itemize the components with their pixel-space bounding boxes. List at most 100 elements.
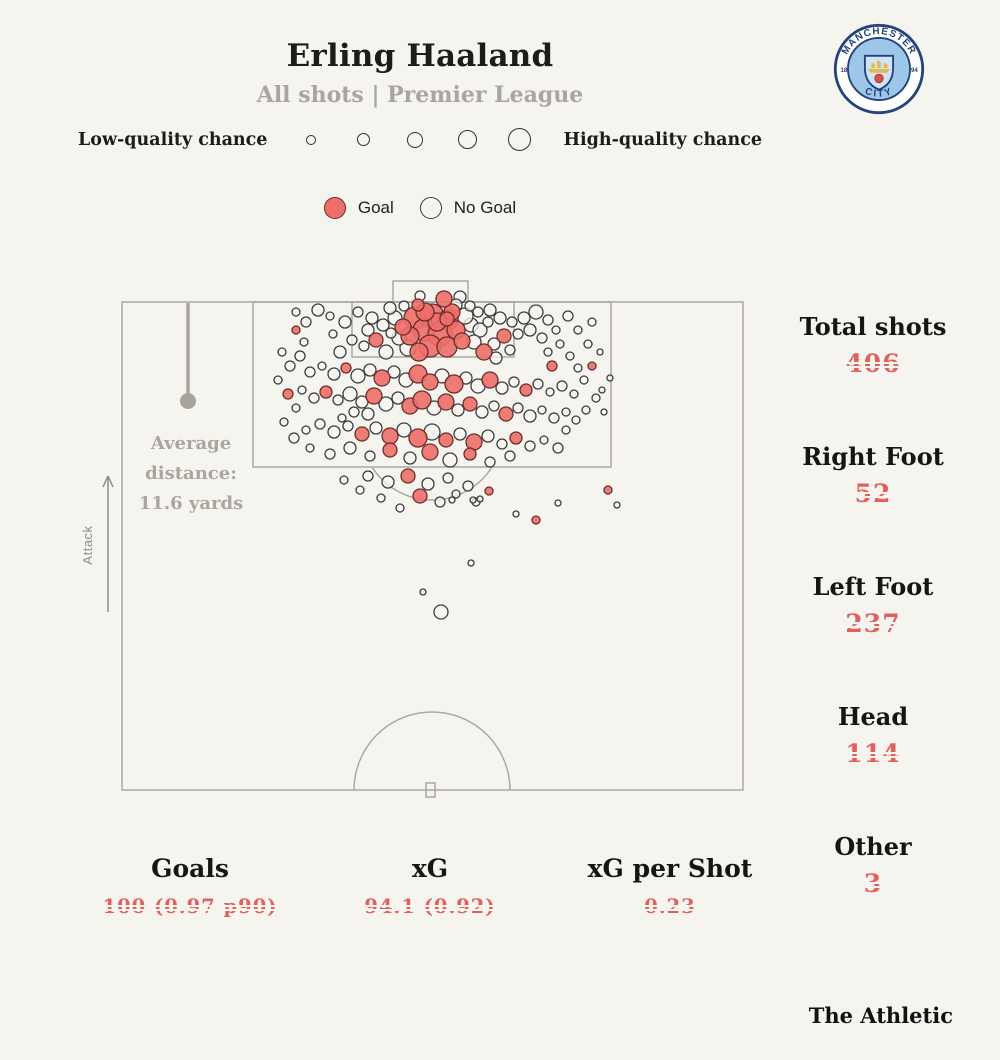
stat-value: 100 (0.97 p90) — [100, 895, 280, 918]
shot-dot-goal — [531, 515, 541, 525]
shot-dot-no-goal — [506, 316, 518, 328]
shot-dot-goal — [444, 374, 464, 394]
shot-dot-no-goal — [462, 480, 474, 492]
shot-dot-no-goal — [279, 417, 289, 427]
shot-dot-goal — [368, 332, 384, 348]
goal-dot-icon — [323, 197, 346, 219]
shot-dot-no-goal — [288, 432, 300, 444]
shot-dot-no-goal — [496, 438, 508, 450]
shot-dot-no-goal — [504, 344, 516, 356]
stat-other: Other 3 — [768, 832, 978, 898]
shot-dot-no-goal — [381, 475, 395, 489]
shot-dot-no-goal — [343, 441, 357, 455]
shot-dot-no-goal — [369, 421, 383, 435]
shot-dot-no-goal — [475, 405, 489, 419]
stat-left-foot: Left Foot 237 — [768, 572, 978, 638]
shot-dot-goal — [282, 388, 294, 400]
shot-dot-no-goal — [536, 332, 548, 344]
shot-dot-no-goal — [562, 310, 574, 322]
badge-year-right: 94 — [911, 67, 918, 74]
shot-dot-no-goal — [311, 303, 325, 317]
shot-dot-no-goal — [552, 442, 564, 454]
shot-dot-no-goal — [512, 402, 524, 414]
shot-dot-no-goal — [545, 387, 555, 397]
shot-dot-no-goal — [338, 315, 352, 329]
shot-dot-no-goal — [442, 452, 458, 468]
shot-dot-no-goal — [385, 327, 397, 339]
avg-line-2: distance: — [145, 463, 237, 484]
shot-dot-no-goal — [362, 470, 374, 482]
shot-dot-goal — [509, 431, 523, 445]
shot-dot-goal — [381, 427, 399, 445]
low-quality-label: Low-quality chance — [77, 129, 268, 150]
shot-dot-no-goal — [352, 306, 364, 318]
shot-dot-no-goal — [325, 311, 335, 321]
shot-dot-no-goal — [539, 435, 549, 445]
shot-dot-goal — [340, 362, 352, 374]
shot-dot-no-goal — [523, 323, 537, 337]
attack-label: Attack — [80, 525, 95, 564]
shot-dot-no-goal — [364, 450, 376, 462]
header: Erling Haaland All shots | Premier Leagu… — [0, 38, 840, 108]
shot-dot-goal — [498, 406, 514, 422]
shot-dot-goal — [394, 318, 412, 336]
shot-dot-no-goal — [291, 307, 301, 317]
shot-dot-no-goal — [469, 496, 477, 504]
no-goal-label: No Goal — [453, 198, 517, 217]
shot-dot-no-goal — [482, 316, 494, 328]
shot-dot-no-goal — [361, 323, 375, 337]
quality-circle-cell — [337, 133, 389, 146]
quality-circle-icon — [457, 130, 477, 149]
high-quality-label: High-quality chance — [563, 129, 763, 150]
shot-dot-no-goal — [596, 348, 604, 356]
quality-circle-cell — [493, 128, 545, 151]
stat-label: Head — [837, 702, 909, 731]
shot-dot-no-goal — [442, 472, 454, 484]
shot-dot-no-goal — [508, 376, 520, 388]
stat-xg-per-shot: xG per Shot 0.23 — [550, 854, 790, 918]
shot-dot-no-goal — [532, 378, 544, 390]
shot-dot-no-goal — [317, 361, 327, 371]
stat-label: Left Foot — [812, 572, 934, 601]
shot-dot-no-goal — [376, 318, 390, 332]
shot-dot-goal — [412, 390, 432, 410]
shot-dot-no-goal — [419, 588, 427, 596]
shot-dot-no-goal — [483, 303, 497, 317]
shot-dot-no-goal — [573, 363, 583, 373]
centre-spot-marker — [425, 782, 436, 798]
shot-dot-goal — [365, 387, 383, 405]
shot-dot-no-goal — [314, 418, 326, 430]
shot-dot-no-goal — [304, 366, 316, 378]
shot-dot-no-goal — [554, 499, 562, 507]
shot-dot-no-goal — [451, 489, 461, 499]
shot-dot-no-goal — [305, 443, 315, 453]
shot-dot-goal — [411, 298, 425, 312]
shot-map: Attack — [80, 280, 744, 798]
shot-dot-no-goal — [495, 381, 509, 395]
shot-dot-no-goal — [376, 493, 386, 503]
badge-ship-hull — [867, 69, 891, 73]
average-distance-marker — [180, 393, 196, 409]
shot-dot-goal — [437, 393, 455, 411]
shot-dot-goal — [421, 373, 439, 391]
stat-value: 0.23 — [642, 895, 698, 918]
shot-dot-no-goal — [555, 339, 565, 349]
shot-dot-no-goal — [332, 394, 344, 406]
club-badge-icon: MANCHESTER CITY 18 94 — [833, 23, 925, 115]
stat-label: xG — [411, 854, 449, 883]
shot-dot-goal — [496, 328, 512, 344]
shot-dot-no-goal — [403, 451, 417, 465]
shot-dot-no-goal — [556, 380, 568, 392]
shot-dot-no-goal — [551, 325, 561, 335]
shot-dot-no-goal — [297, 385, 307, 395]
attack-arrow-icon — [102, 475, 114, 612]
shot-dot-no-goal — [448, 496, 456, 504]
shot-dot-no-goal — [569, 389, 579, 399]
stat-total-shots: Total shots 406 — [768, 312, 978, 378]
shot-dot-no-goal — [391, 391, 405, 405]
shot-dot-goal — [382, 442, 398, 458]
shot-dot-goal — [603, 485, 613, 495]
shot-dot-goal — [354, 426, 370, 442]
brand-logo: The Athletic — [808, 1003, 953, 1028]
shot-dot-no-goal — [333, 345, 347, 359]
